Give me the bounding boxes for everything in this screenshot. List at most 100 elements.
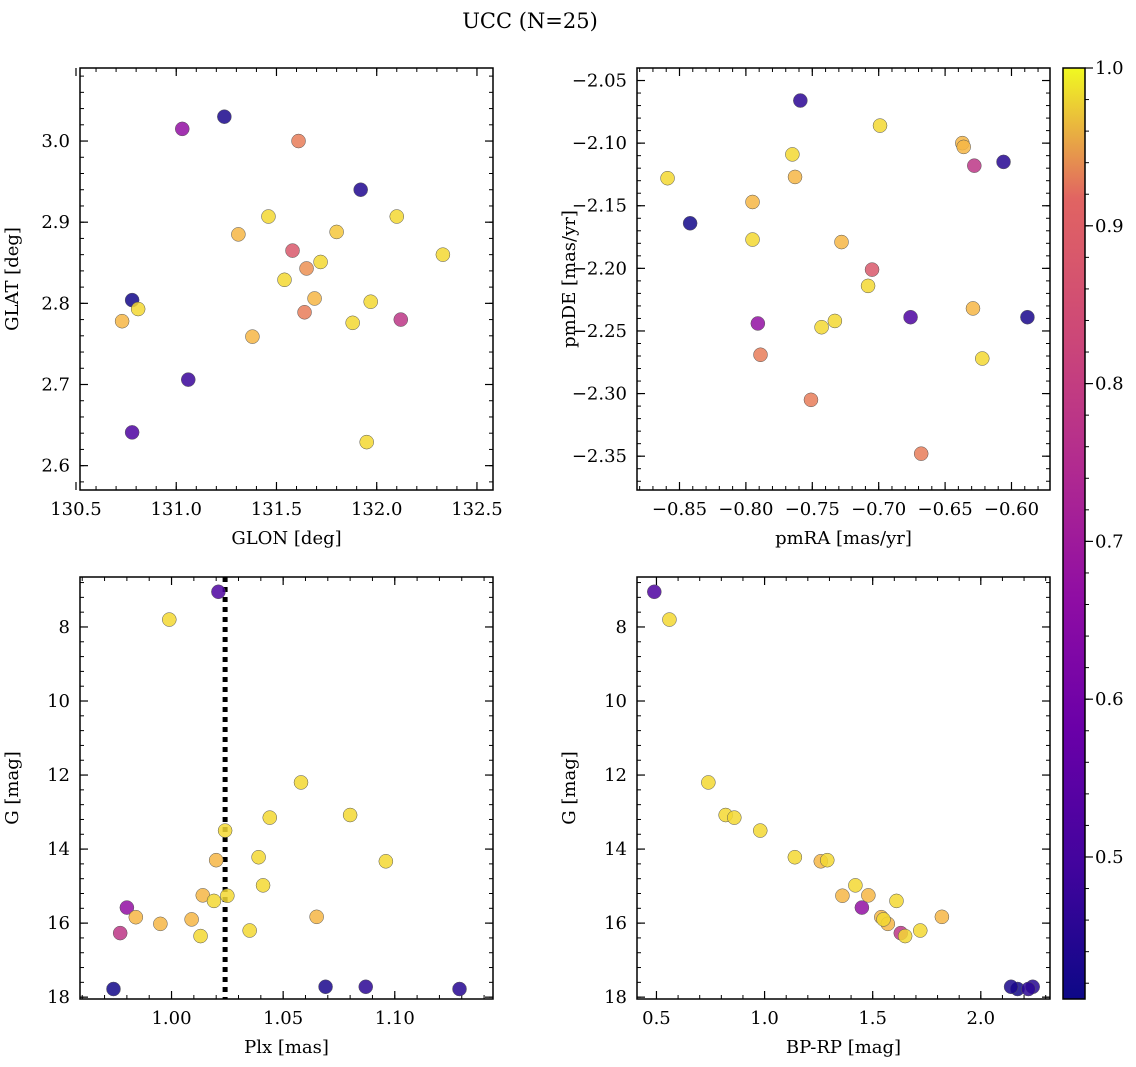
- minor-ticks: [637, 577, 1050, 999]
- data-point: [647, 584, 662, 600]
- x-axis-label: pmRA [mas/yr]: [775, 528, 912, 549]
- y-tick-label: −2.30: [572, 384, 627, 405]
- data-point: [318, 979, 333, 995]
- x-axis-label: Plx [mas]: [244, 1037, 329, 1058]
- data-point: [313, 254, 328, 270]
- data-point: [727, 810, 742, 825]
- data-point: [291, 133, 306, 149]
- data-point: [251, 849, 266, 865]
- data-point: [1021, 981, 1036, 997]
- data-point: [965, 301, 981, 316]
- x-tick-label: 130.5: [50, 499, 102, 520]
- data-point: [389, 209, 405, 224]
- data-point: [861, 888, 876, 903]
- plot-frame: [636, 576, 1051, 1000]
- data-point: [277, 272, 292, 288]
- data-point: [309, 909, 324, 925]
- data-point: [242, 923, 257, 938]
- y-axis-label: G [mag]: [559, 751, 580, 824]
- data-point: [114, 313, 130, 329]
- data-point: [162, 612, 177, 627]
- figure-title: UCC (N=25): [462, 9, 598, 33]
- data-point: [897, 928, 913, 944]
- data-point: [231, 227, 246, 242]
- x-tick-label: −0.75: [785, 499, 840, 520]
- plot-frame: [79, 576, 494, 1000]
- data-point: [217, 823, 233, 838]
- panel-glon-glat: 130.5 131.0 131.5 132.0 132.5 2.6 2.7 2.8 2.9 3.0…: [2, 67, 503, 549]
- data-point: [1020, 309, 1035, 325]
- colorbar-tick-label: 0.6: [1095, 689, 1124, 710]
- data-point: [701, 775, 716, 790]
- x-tick-label: 131.5: [251, 499, 303, 520]
- y-tick-label: 2.7: [41, 375, 70, 396]
- y-tick-label: 12: [604, 765, 627, 786]
- x-tick-label: 1.00: [151, 1008, 191, 1029]
- x-tick-label: 1.05: [263, 1008, 303, 1029]
- data-point: [872, 118, 888, 133]
- data-point: [662, 612, 677, 627]
- data-point: [359, 434, 374, 450]
- data-point: [860, 278, 876, 294]
- data-point: [913, 446, 929, 461]
- data-point: [787, 169, 803, 185]
- y-tick-label: −2.15: [572, 196, 627, 217]
- data-point: [106, 981, 121, 997]
- panel-plx-g: 1.00 1.05 1.10 8 10 12 14 16 18 Plx [mas] G [mag]: [2, 576, 494, 1058]
- data-point: [835, 888, 850, 903]
- colorbar-gradient: [1063, 68, 1085, 999]
- data-point: [1003, 979, 1019, 995]
- x-tick-label: −0.80: [718, 499, 773, 520]
- data-point: [682, 216, 698, 231]
- data-point: [745, 194, 760, 210]
- data-point: [753, 823, 768, 838]
- y-tick-label: 12: [47, 765, 70, 786]
- colorbar-tick-label: 0.8: [1095, 374, 1124, 395]
- points: [660, 93, 1035, 461]
- data-point: [393, 312, 409, 327]
- plot-frame: [79, 67, 494, 491]
- y-tick-label: 3.0: [41, 131, 70, 152]
- data-point: [211, 584, 226, 600]
- data-point: [119, 900, 135, 915]
- x-tick-label: −0.85: [652, 499, 707, 520]
- y-tick-label: 14: [47, 839, 70, 860]
- data-point: [787, 849, 803, 865]
- data-point: [820, 852, 835, 868]
- colorbar-tick-label: 0.7: [1095, 531, 1124, 552]
- data-point: [206, 893, 222, 909]
- minor-ticks: [80, 577, 493, 999]
- data-point: [293, 775, 309, 790]
- y-axis-label: pmDE [mas/yr]: [559, 210, 580, 348]
- data-point: [967, 158, 982, 173]
- data-point: [181, 372, 196, 387]
- y-tick-label: −2.20: [572, 258, 627, 279]
- data-point: [128, 909, 144, 925]
- x-tick-label: −0.70: [851, 499, 906, 520]
- x-tick-label: −0.65: [918, 499, 973, 520]
- data-point: [297, 305, 312, 320]
- plot-frame: [636, 67, 1051, 491]
- data-point: [956, 139, 971, 155]
- data-point: [130, 301, 146, 317]
- y-tick-label: 14: [604, 839, 627, 860]
- data-point: [854, 900, 870, 915]
- y-tick-label: 2.8: [41, 293, 70, 314]
- y-tick-label: 8: [616, 617, 627, 638]
- data-point: [255, 878, 271, 893]
- data-point: [217, 109, 232, 124]
- x-tick-label: 2.0: [966, 1008, 995, 1029]
- y-tick-label: 2.9: [41, 212, 70, 233]
- colorbar-tick-label: 1.0: [1095, 58, 1124, 79]
- data-point: [660, 170, 675, 186]
- data-point: [184, 912, 199, 927]
- data-point: [261, 209, 276, 224]
- data-point: [934, 909, 950, 925]
- data-point: [876, 912, 891, 927]
- data-point: [307, 291, 322, 306]
- data-point: [358, 979, 374, 995]
- panel-bprp-g: 0.5 1.0 1.5 2.0 8 10 12 14 16 18 BP-RP [mag] G [mag…: [559, 576, 1051, 1058]
- data-point: [785, 147, 800, 162]
- x-tick-label: −0.60: [984, 499, 1039, 520]
- data-point: [245, 329, 260, 344]
